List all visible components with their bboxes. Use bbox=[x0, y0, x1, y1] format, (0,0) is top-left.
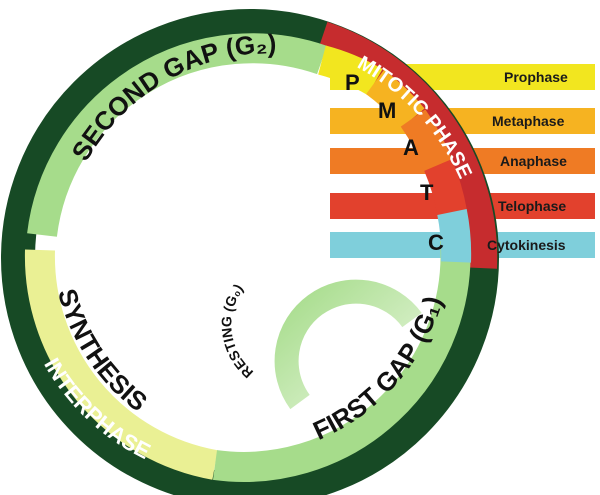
prophase-label: Prophase bbox=[504, 69, 568, 85]
prophase-sector bbox=[317, 45, 383, 96]
letter-t: T bbox=[420, 180, 434, 205]
metaphase-sector bbox=[365, 69, 425, 128]
telophase-sector bbox=[424, 159, 467, 215]
synthesis-band bbox=[24, 249, 218, 480]
letter-a: A bbox=[403, 135, 419, 160]
cytokinesis-label: Cytokinesis bbox=[487, 237, 566, 253]
anaphase-label: Anaphase bbox=[500, 153, 567, 169]
resting-label: RESTING (G₀) bbox=[218, 281, 256, 382]
anaphase-sector bbox=[400, 109, 453, 171]
cytokinesis-sector bbox=[437, 209, 472, 263]
second-gap-band bbox=[27, 33, 327, 237]
first-gap-band bbox=[212, 238, 471, 482]
metaphase-label: Metaphase bbox=[492, 113, 565, 129]
mitotic-ring bbox=[316, 21, 498, 269]
telophase-label: Telophase bbox=[498, 198, 566, 214]
letter-p: P bbox=[345, 70, 360, 95]
letter-m: M bbox=[378, 98, 396, 123]
resting-arc bbox=[274, 279, 422, 410]
letter-c: C bbox=[428, 230, 444, 255]
